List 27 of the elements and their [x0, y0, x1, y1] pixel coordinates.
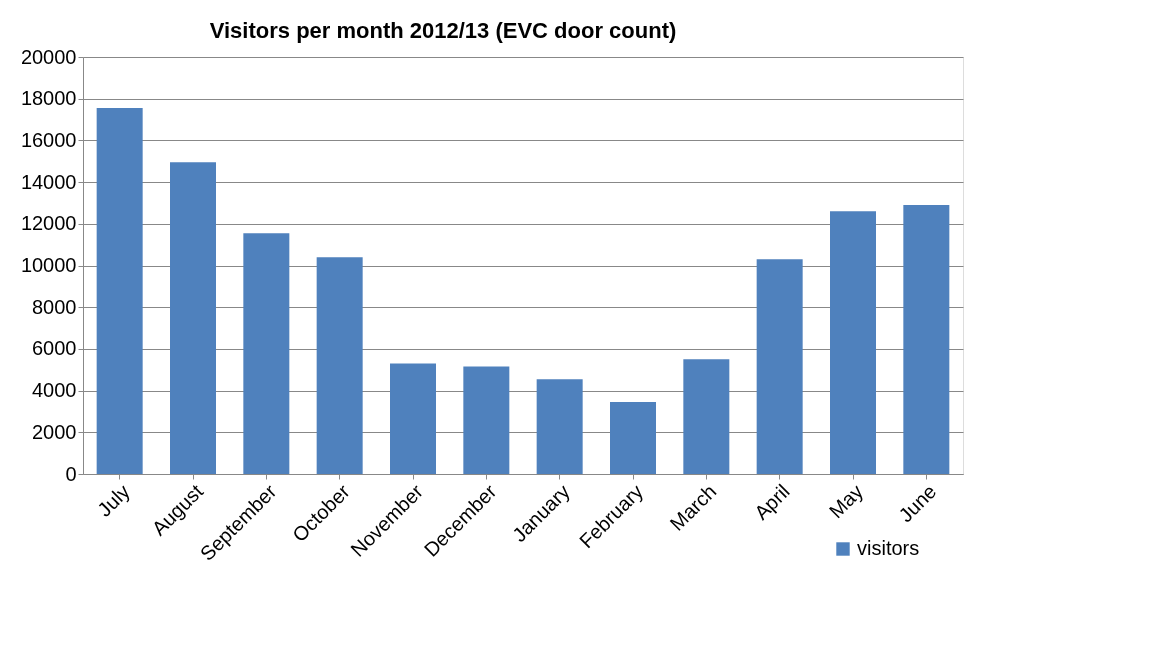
bar	[830, 211, 876, 474]
y-tick-label: 8000	[32, 295, 77, 318]
bar	[610, 402, 656, 474]
bar	[243, 233, 290, 474]
bar	[683, 359, 730, 474]
y-tick-label: 20000	[20, 45, 77, 68]
y-tick-label: 6000	[32, 337, 77, 360]
y-tick-label: 0	[65, 462, 77, 485]
bar	[903, 205, 950, 474]
chart-title: Visitors per month 2012/13 (EVC door count)	[209, 18, 677, 43]
legend-label: visitors	[857, 537, 920, 559]
y-tick-label: 14000	[20, 170, 77, 193]
bar	[463, 366, 510, 474]
y-tick-label: 16000	[20, 128, 77, 151]
y-tick-label: 10000	[20, 254, 77, 276]
bar	[316, 257, 363, 474]
y-tick-label: 18000	[20, 87, 77, 110]
y-tick-label: 12000	[20, 212, 77, 235]
bar	[390, 363, 436, 474]
y-tick-label: 4000	[32, 379, 77, 402]
x-tick-label: May	[824, 480, 868, 523]
bar	[170, 162, 216, 474]
bar	[536, 379, 583, 474]
y-tick-label: 2000	[32, 420, 77, 443]
bar	[96, 108, 143, 474]
bar	[756, 259, 803, 474]
x-tick-label: July	[93, 480, 134, 521]
